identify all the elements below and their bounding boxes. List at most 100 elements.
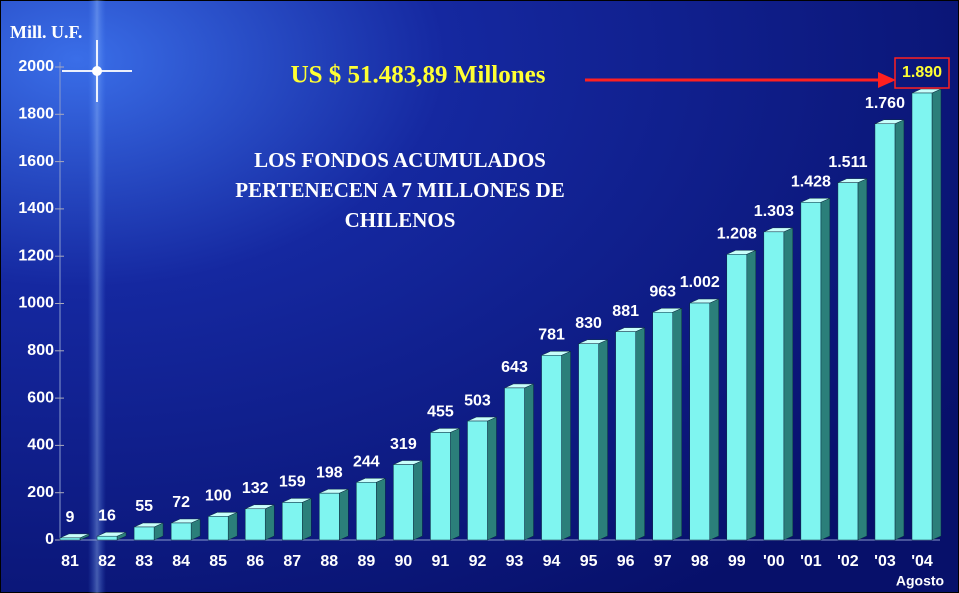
bar <box>356 482 377 541</box>
bar-side <box>931 88 942 541</box>
bar <box>689 302 710 541</box>
value-label: 1.760 <box>865 95 905 112</box>
value-label: 159 <box>279 474 306 491</box>
value-label: 244 <box>353 454 380 471</box>
bar-side <box>672 307 682 541</box>
bar-side <box>561 350 571 541</box>
x-tick-label: 85 <box>209 553 227 570</box>
y-tick-label: 1800 <box>18 106 54 123</box>
x-tick-label: '00 <box>763 553 785 570</box>
bar <box>578 343 599 541</box>
light-beam <box>88 0 106 593</box>
value-label: 55 <box>135 498 153 515</box>
x-tick-label: 97 <box>654 553 672 570</box>
x-tick-label: 90 <box>394 553 412 570</box>
value-label: 963 <box>649 283 676 300</box>
y-tick-label: 1000 <box>18 295 54 312</box>
bar-side <box>487 416 497 541</box>
x-tick-label: 81 <box>61 553 79 570</box>
bar <box>319 492 340 541</box>
bar-side <box>746 249 757 541</box>
y-tick-label: 400 <box>27 437 54 454</box>
bar-side <box>227 511 238 541</box>
value-label: 1.511 <box>828 154 867 171</box>
value-label: 1.890 <box>902 64 942 81</box>
value-label: 1.428 <box>791 173 831 190</box>
bar-side <box>598 339 608 541</box>
bar <box>393 464 414 541</box>
x-note: Agosto <box>896 573 944 589</box>
value-label: 781 <box>538 327 565 344</box>
bar-side <box>783 227 794 541</box>
x-tick-label: '04 <box>911 553 933 570</box>
value-label: 1.208 <box>717 226 757 243</box>
x-tick-label: 84 <box>172 553 190 570</box>
value-label: 72 <box>172 494 190 511</box>
y-tick-label: 1200 <box>18 247 54 264</box>
bar-side <box>339 488 349 541</box>
value-label: 1.303 <box>754 203 794 220</box>
value-label: 198 <box>316 464 343 481</box>
bar-side <box>894 119 905 541</box>
bar <box>133 526 155 541</box>
bar <box>763 231 785 541</box>
y-tick-label: 1600 <box>18 153 54 170</box>
bar <box>59 537 81 541</box>
bar <box>652 312 673 541</box>
value-label: 643 <box>501 359 528 376</box>
bar-side <box>413 460 423 541</box>
bar <box>170 522 192 541</box>
bar <box>467 420 488 541</box>
x-tick-label: 93 <box>506 553 524 570</box>
x-tick-label: 96 <box>617 553 635 570</box>
bar <box>207 516 229 541</box>
bar <box>837 182 859 541</box>
y-tick-label: 0 <box>45 531 54 548</box>
x-tick-label: '02 <box>837 553 859 570</box>
value-label: 503 <box>464 392 491 409</box>
bar-side <box>857 178 868 541</box>
value-label: 132 <box>242 480 269 497</box>
x-tick-label: 99 <box>728 553 746 570</box>
x-tick-label: '03 <box>874 553 896 570</box>
x-tick-label: 91 <box>432 553 450 570</box>
bar-side <box>264 504 275 541</box>
value-label-box <box>894 57 950 89</box>
x-tick-label: 98 <box>691 553 709 570</box>
note: LOS FONDOS ACUMULADOS <box>254 148 546 172</box>
bar <box>911 92 933 541</box>
value-label: 881 <box>612 303 639 320</box>
note: PERTENECEN A 7 MILLONES DE <box>235 178 565 202</box>
bar <box>96 535 118 541</box>
x-tick-label: 82 <box>98 553 116 570</box>
x-tick-label: 94 <box>543 553 561 570</box>
x-tick-label: 83 <box>135 553 153 570</box>
annotation: US $ 51.483,89 Millones <box>291 62 546 89</box>
bar <box>282 502 303 541</box>
bar <box>541 355 562 541</box>
bar <box>244 508 266 541</box>
y-tick-label: 800 <box>27 342 54 359</box>
bar-side <box>450 428 460 541</box>
bar-side <box>635 327 645 541</box>
bar <box>504 387 525 541</box>
arrow-head <box>878 72 896 88</box>
x-tick-label: 95 <box>580 553 598 570</box>
bar-side <box>302 498 312 541</box>
x-tick-label: '01 <box>800 553 822 570</box>
bar-side <box>820 197 831 541</box>
value-label: 1.002 <box>680 274 720 291</box>
value-label: 9 <box>66 509 75 526</box>
x-tick-label: 92 <box>469 553 487 570</box>
value-label: 16 <box>98 507 116 524</box>
value-label: 455 <box>427 404 454 421</box>
y-tick-label: 2000 <box>18 58 54 75</box>
bar <box>726 254 748 541</box>
y-tick-label: 1400 <box>18 200 54 217</box>
bar <box>800 202 822 541</box>
value-label: 100 <box>205 488 232 505</box>
x-tick-label: 86 <box>246 553 264 570</box>
x-tick-label: 87 <box>283 553 301 570</box>
x-tick-label: 88 <box>320 553 338 570</box>
